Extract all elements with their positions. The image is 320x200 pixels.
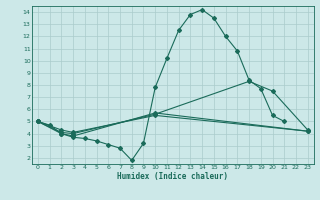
X-axis label: Humidex (Indice chaleur): Humidex (Indice chaleur) (117, 172, 228, 181)
